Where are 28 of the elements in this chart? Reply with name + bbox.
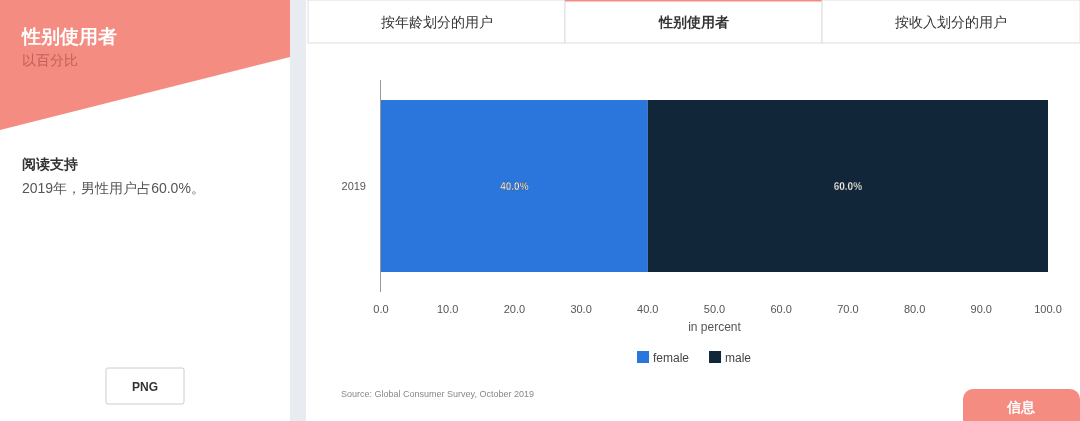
source-note: Source: Global Consumer Survey, October 2019 bbox=[341, 389, 534, 399]
x-tick-label: 0.0 bbox=[373, 303, 389, 315]
data-label: 60.0% bbox=[833, 181, 863, 192]
legend-item: male bbox=[709, 351, 752, 365]
legend-item: female bbox=[637, 351, 690, 365]
x-tick-label: 30.0 bbox=[570, 303, 592, 315]
x-tick-label: 80.0 bbox=[903, 303, 926, 315]
x-tick-label: 90.0 bbox=[970, 303, 993, 315]
x-tick-label: 70.0 bbox=[837, 303, 859, 315]
x-tick-label: 100.0 bbox=[1034, 303, 1062, 315]
x-axis-title: in percent bbox=[688, 320, 742, 334]
legend-label: male bbox=[725, 351, 752, 365]
text: PNG bbox=[131, 380, 159, 394]
text: 按年龄划分的用户 bbox=[380, 14, 493, 30]
x-tick-label: 40.0 bbox=[637, 303, 659, 315]
x-tick-label: 60.0 bbox=[770, 303, 792, 315]
text: 2019年，男性用户占60.0%。 bbox=[22, 180, 205, 196]
data-label: 40.0% bbox=[500, 181, 529, 192]
y-tick-label: 2019 bbox=[341, 180, 366, 192]
text: 性别使用者 bbox=[21, 26, 117, 47]
x-tick-label: 10.0 bbox=[436, 303, 459, 315]
text: 性别使用者 bbox=[657, 14, 729, 30]
x-tick-label: 20.0 bbox=[503, 303, 526, 315]
legend-label: female bbox=[653, 351, 690, 365]
text: 信息 bbox=[1006, 399, 1036, 415]
text: 按收入划分的用户 bbox=[895, 14, 1007, 30]
text: 阅读支持 bbox=[22, 156, 78, 172]
x-tick-label: 50.0 bbox=[703, 303, 726, 315]
